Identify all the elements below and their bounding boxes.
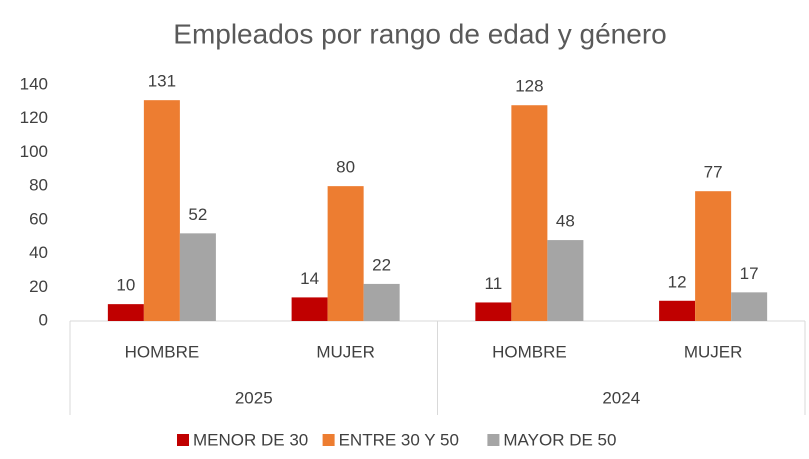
- legend-label: MENOR DE 30: [193, 430, 308, 449]
- bar: [363, 283, 400, 321]
- data-label: 22: [372, 255, 391, 274]
- bar: [179, 233, 216, 321]
- data-label: 131: [148, 72, 176, 91]
- data-label: 17: [740, 264, 759, 283]
- bar: [291, 297, 328, 321]
- data-label: 12: [668, 272, 687, 291]
- bar: [107, 304, 144, 321]
- data-label: 77: [704, 163, 723, 182]
- x-tick-label: HOMBRE: [125, 342, 200, 361]
- group-label: 2025: [235, 388, 273, 407]
- group-label: 2024: [602, 388, 640, 407]
- chart-title: Empleados por rango de edad y género: [173, 18, 666, 49]
- y-tick-label: 40: [29, 243, 48, 262]
- data-label: 48: [556, 212, 575, 231]
- data-label: 11: [485, 274, 503, 293]
- data-label: 10: [116, 276, 135, 295]
- y-tick-label: 140: [20, 74, 48, 93]
- bar: [547, 240, 584, 321]
- data-label: 128: [515, 77, 543, 96]
- y-tick-label: 100: [20, 142, 48, 161]
- legend-label: ENTRE 30 Y 50: [339, 430, 459, 449]
- bar: [327, 186, 364, 321]
- legend-swatch: [177, 434, 189, 446]
- y-tick-label: 120: [20, 108, 48, 127]
- x-tick-label: MUJER: [684, 342, 743, 361]
- data-label: 14: [300, 269, 319, 288]
- y-tick-label: 60: [29, 209, 48, 228]
- y-tick-label: 0: [39, 310, 48, 329]
- bar: [475, 302, 512, 321]
- x-tick-label: HOMBRE: [492, 342, 567, 361]
- bar: [659, 300, 696, 321]
- data-label: 80: [336, 158, 355, 177]
- x-tick-label: MUJER: [316, 342, 375, 361]
- legend-swatch: [487, 434, 500, 446]
- bar: [143, 100, 180, 322]
- y-tick-label: 80: [29, 176, 48, 195]
- data-label: 52: [188, 205, 207, 224]
- bar: [731, 292, 768, 321]
- legend-swatch: [322, 434, 335, 446]
- y-tick-label: 20: [29, 277, 48, 296]
- bar: [511, 105, 548, 321]
- legend-label: MAYOR DE 50: [503, 430, 616, 449]
- bar: [695, 191, 732, 321]
